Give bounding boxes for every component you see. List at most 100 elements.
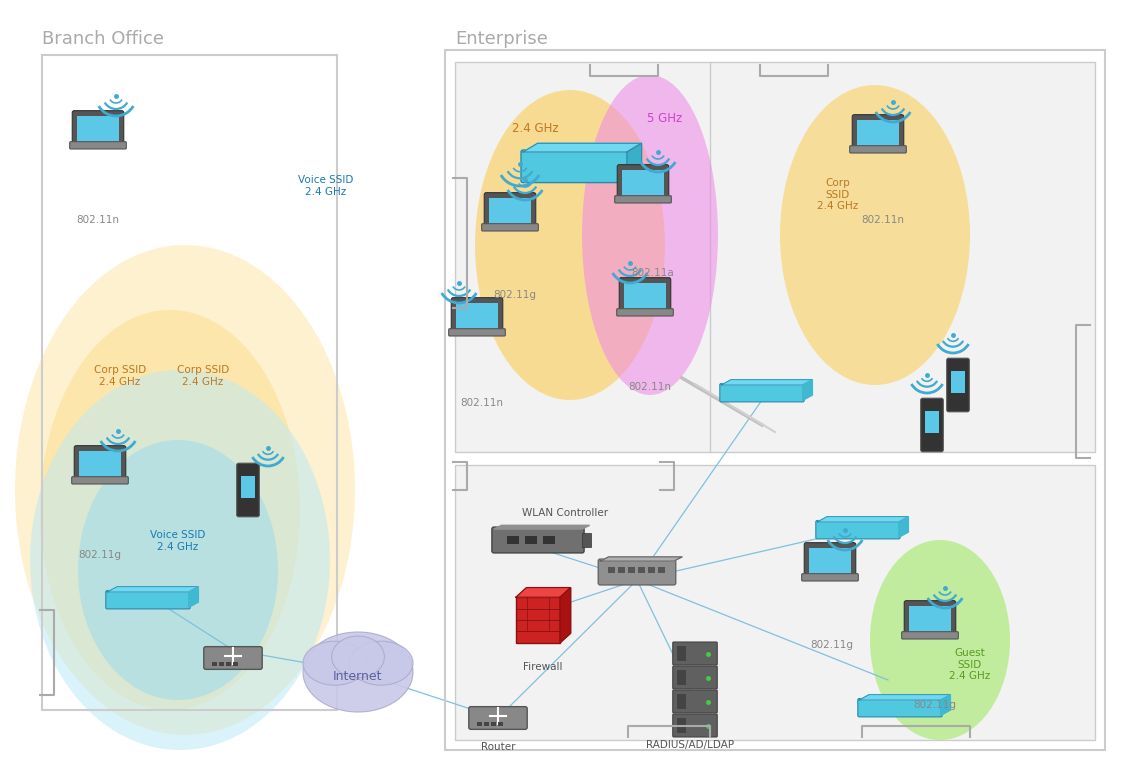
Ellipse shape [331,636,384,678]
FancyBboxPatch shape [455,62,1094,452]
FancyBboxPatch shape [521,150,629,183]
FancyBboxPatch shape [902,631,958,639]
FancyBboxPatch shape [659,567,665,573]
FancyBboxPatch shape [482,224,538,231]
Text: Guest
SSID
2.4 GHz: Guest SSID 2.4 GHz [949,648,991,681]
FancyBboxPatch shape [72,110,124,147]
FancyBboxPatch shape [677,694,686,709]
Ellipse shape [78,440,278,700]
Text: Branch Office: Branch Office [42,30,164,48]
Polygon shape [859,695,950,700]
FancyBboxPatch shape [677,670,686,685]
Text: 802.11a: 802.11a [632,268,674,278]
FancyBboxPatch shape [516,598,560,643]
FancyBboxPatch shape [677,646,686,661]
Text: Voice SSID
2.4 GHz: Voice SSID 2.4 GHz [150,530,206,552]
Polygon shape [899,516,909,537]
Polygon shape [189,587,198,608]
Ellipse shape [303,642,367,686]
FancyBboxPatch shape [468,706,527,730]
Polygon shape [107,587,198,592]
Ellipse shape [475,90,665,400]
Text: 802.11g: 802.11g [811,640,854,650]
Text: 802.11g: 802.11g [79,550,122,560]
FancyBboxPatch shape [816,520,900,539]
Text: Corp
SSID
2.4 GHz: Corp SSID 2.4 GHz [817,178,859,212]
Text: Router: Router [481,742,516,752]
Polygon shape [516,587,571,598]
FancyBboxPatch shape [491,722,495,726]
FancyBboxPatch shape [507,536,519,544]
FancyBboxPatch shape [490,198,530,224]
FancyBboxPatch shape [810,547,851,574]
Text: 2.4 GHz: 2.4 GHz [511,122,558,135]
FancyBboxPatch shape [241,476,256,499]
FancyBboxPatch shape [204,647,262,669]
FancyBboxPatch shape [857,120,899,146]
FancyBboxPatch shape [608,567,615,573]
FancyBboxPatch shape [628,567,635,573]
Text: RADIUS/AD/LDAP: RADIUS/AD/LDAP [646,740,734,750]
FancyBboxPatch shape [226,662,231,666]
Ellipse shape [303,632,413,712]
FancyBboxPatch shape [910,606,950,632]
Ellipse shape [41,310,300,710]
FancyBboxPatch shape [70,142,126,149]
FancyBboxPatch shape [106,591,190,609]
FancyBboxPatch shape [921,398,944,452]
FancyBboxPatch shape [212,662,217,666]
Text: 5 GHz: 5 GHz [647,112,682,125]
Text: 802.11n: 802.11n [628,382,671,392]
FancyBboxPatch shape [448,329,506,336]
FancyBboxPatch shape [543,536,555,544]
FancyBboxPatch shape [947,358,969,411]
FancyBboxPatch shape [623,170,663,196]
FancyBboxPatch shape [598,559,676,585]
Polygon shape [817,516,909,522]
FancyBboxPatch shape [672,690,717,713]
FancyBboxPatch shape [78,116,118,142]
Text: Corp SSID
2.4 GHz: Corp SSID 2.4 GHz [177,365,229,387]
Polygon shape [522,144,642,152]
Polygon shape [940,695,950,716]
FancyBboxPatch shape [638,567,645,573]
FancyBboxPatch shape [617,164,669,201]
FancyBboxPatch shape [624,283,665,309]
FancyBboxPatch shape [924,411,939,433]
FancyBboxPatch shape [72,476,128,484]
Text: Firewall: Firewall [524,662,563,672]
Ellipse shape [780,85,969,385]
Ellipse shape [582,75,718,395]
FancyBboxPatch shape [649,567,655,573]
Polygon shape [494,525,590,529]
FancyBboxPatch shape [672,642,717,665]
Ellipse shape [15,245,355,735]
Polygon shape [803,380,812,401]
Text: WLAN Controller: WLAN Controller [522,508,608,518]
FancyBboxPatch shape [452,298,502,334]
Text: 802.11n: 802.11n [77,215,119,225]
Text: Enterprise: Enterprise [455,30,548,48]
FancyBboxPatch shape [618,567,625,573]
Ellipse shape [30,370,330,750]
FancyBboxPatch shape [79,451,120,477]
Polygon shape [600,557,682,561]
FancyBboxPatch shape [582,533,591,547]
FancyBboxPatch shape [850,146,906,153]
FancyBboxPatch shape [218,662,224,666]
FancyBboxPatch shape [672,666,717,689]
FancyBboxPatch shape [476,722,482,726]
Polygon shape [627,144,642,181]
FancyBboxPatch shape [456,303,498,329]
FancyBboxPatch shape [852,115,904,151]
FancyBboxPatch shape [233,662,238,666]
FancyBboxPatch shape [802,574,858,581]
FancyBboxPatch shape [858,699,942,717]
Text: 802.11g: 802.11g [913,700,956,710]
FancyBboxPatch shape [904,601,956,637]
FancyBboxPatch shape [525,536,537,544]
Text: 802.11g: 802.11g [493,290,536,300]
FancyBboxPatch shape [672,714,717,737]
Text: Internet: Internet [333,669,383,682]
FancyBboxPatch shape [677,718,686,733]
